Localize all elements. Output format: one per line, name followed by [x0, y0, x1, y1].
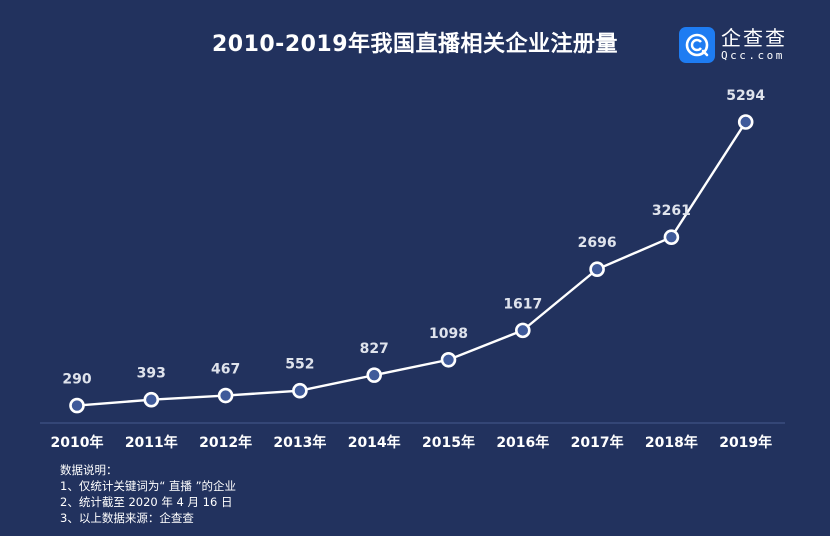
x-tick-label: 2013年: [273, 434, 326, 451]
value-label: 467: [211, 362, 240, 378]
x-tick-label: 2019年: [719, 434, 772, 451]
data-point: [440, 351, 457, 368]
x-tick-label: 2018年: [645, 434, 698, 451]
value-label: 827: [360, 341, 389, 357]
data-notes: 数据说明： 1、仅统计关键词为“ 直播 ”的企业 2、统计截至 2020 年 4…: [60, 462, 236, 526]
value-label: 290: [62, 372, 91, 388]
logo-name: 企查查: [721, 26, 787, 50]
x-tick-label: 2010年: [51, 434, 104, 451]
qcc-logo: 企查查 Qcc.com: [679, 27, 787, 63]
value-label: 3261: [652, 203, 691, 219]
data-point: [514, 322, 531, 339]
value-label: 552: [285, 357, 314, 373]
notes-line-3: 3、以上数据来源：企查查: [60, 511, 194, 525]
x-tick-label: 2011年: [125, 434, 178, 451]
data-point: [217, 387, 234, 404]
x-tick-label: 2015年: [422, 434, 475, 451]
data-point: [663, 229, 680, 246]
value-labels: 290 393 467 552 827 1098 1617 2696 3261 5294: [62, 88, 765, 388]
x-tick-label: 2016年: [496, 434, 549, 451]
data-point: [737, 114, 754, 130]
value-label: 1098: [429, 326, 468, 342]
value-label: 2696: [578, 235, 617, 251]
x-tick-label: 2017年: [571, 434, 624, 451]
x-tick-label: 2012年: [199, 434, 252, 451]
data-point: [143, 391, 160, 408]
x-axis-labels: 2010年 2011年 2012年 2013年 2014年 2015年 2016年 2017年…: [51, 434, 773, 451]
chart-title: 2010-2019年我国直播相关企业注册量: [211, 32, 619, 57]
data-point: [69, 397, 85, 414]
markers: [69, 114, 754, 414]
data-point: [292, 382, 308, 399]
value-label: 5294: [726, 88, 765, 104]
x-tick-label: 2014年: [348, 434, 401, 451]
series-line: [76, 121, 747, 407]
value-label: 1617: [503, 296, 542, 312]
qcc-logo-icon: [679, 27, 715, 63]
data-point: [589, 261, 605, 278]
logo-domain: Qcc.com: [721, 49, 785, 62]
notes-line-1: 1、仅统计关键词为“ 直播 ”的企业: [60, 479, 237, 493]
value-label: 393: [137, 366, 166, 382]
notes-heading: 数据说明：: [60, 463, 118, 477]
notes-line-2: 2、统计截至 2020 年 4 月 16 日: [60, 495, 233, 509]
data-point: [366, 367, 383, 383]
